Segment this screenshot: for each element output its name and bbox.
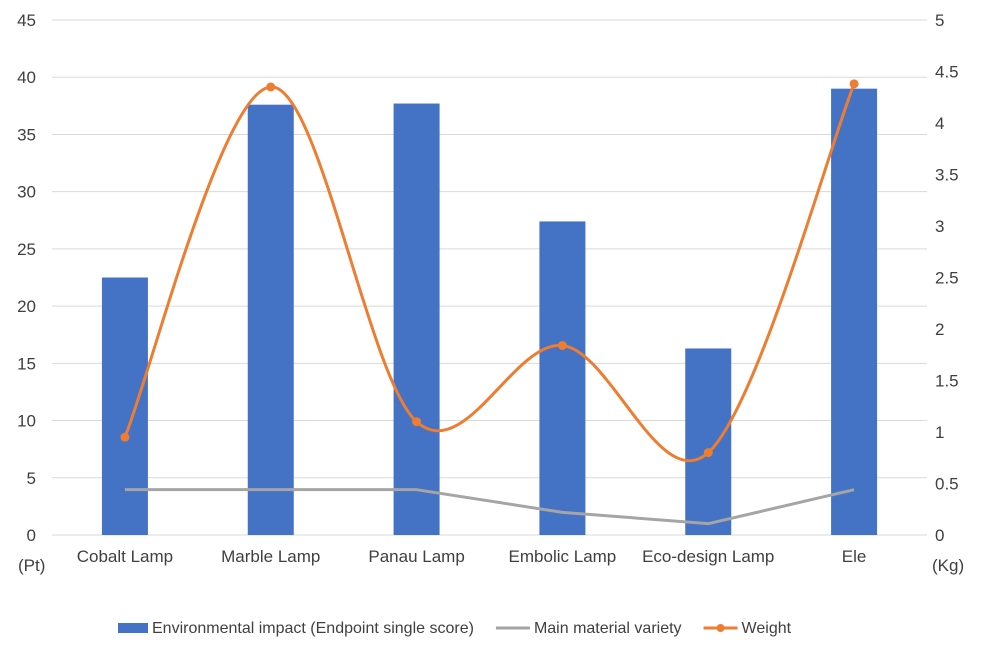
- legend-label: Main material variety: [534, 620, 682, 637]
- y-left-tick-label: 20: [17, 297, 36, 316]
- series-line: [123, 83, 856, 463]
- bar: [393, 103, 440, 536]
- legend-label: Environmental impact (Endpoint single sc…: [152, 620, 474, 637]
- y-right-tick-label: 5: [935, 11, 944, 30]
- y-axis-left: 0 5 10 15 20 25 30 35 40 45: [17, 11, 36, 545]
- y-right-tick-label: 2: [935, 320, 944, 339]
- y-left-tick-label: 40: [17, 68, 36, 87]
- series-line: [124, 488, 855, 526]
- y-left-tick-label: 25: [17, 240, 36, 259]
- y-left-unit: (Pt): [18, 556, 45, 575]
- data-point: [266, 82, 276, 92]
- x-tick-label: Marble Lamp: [221, 547, 320, 566]
- data-point: [412, 417, 422, 427]
- legend-marker: [716, 624, 725, 632]
- y-right-tick-label: 0.5: [935, 475, 959, 494]
- data-point: [703, 448, 713, 458]
- y-right-tick-label: 1.5: [935, 372, 959, 391]
- x-tick-label: Cobalt Lamp: [77, 547, 173, 566]
- y-right-unit: (Kg): [932, 556, 964, 575]
- y-left-tick-label: 45: [17, 11, 36, 30]
- y-right-tick-label: 3: [935, 217, 944, 236]
- gridlines: [52, 19, 927, 536]
- bar: [685, 348, 732, 535]
- y-right-tick-label: 1: [935, 423, 944, 442]
- data-point: [849, 79, 859, 89]
- y-right-tick-label: 2.5: [935, 269, 959, 288]
- y-left-tick-label: 10: [17, 412, 36, 431]
- legend-label: Weight: [742, 620, 792, 637]
- y-left-tick-label: 30: [17, 183, 36, 202]
- x-tick-label: Eco-design Lamp: [642, 547, 774, 566]
- legend: Environmental impact (Endpoint single sc…: [118, 620, 792, 637]
- bar-series: [101, 88, 878, 536]
- bar: [101, 277, 148, 535]
- legend-swatch: [118, 623, 148, 633]
- x-tick-label: Embolic Lamp: [509, 547, 617, 566]
- y-left-tick-label: 5: [27, 469, 36, 488]
- y-left-tick-label: 15: [17, 354, 36, 373]
- bar: [247, 104, 294, 535]
- line-series: [120, 79, 859, 526]
- y-right-tick-label: 3.5: [935, 166, 959, 185]
- y-left-tick-label: 0: [27, 526, 36, 545]
- data-point: [557, 340, 567, 350]
- y-left-tick-label: 35: [17, 125, 36, 144]
- y-right-tick-label: 4.5: [935, 63, 959, 82]
- data-point: [120, 432, 130, 442]
- x-axis: Cobalt Lamp Marble Lamp Panau Lamp Embolic …: [77, 547, 867, 566]
- y-right-tick-label: 4: [935, 114, 944, 133]
- y-axis-right: 0 0.5 1 1.5 2 2.5 3 3.5 4 4.5 5: [935, 11, 959, 545]
- x-tick-label: Panau Lamp: [368, 547, 464, 566]
- y-right-tick-label: 0: [935, 526, 944, 545]
- bar: [539, 221, 586, 535]
- x-tick-label: Ele: [842, 547, 867, 566]
- bar: [831, 88, 878, 536]
